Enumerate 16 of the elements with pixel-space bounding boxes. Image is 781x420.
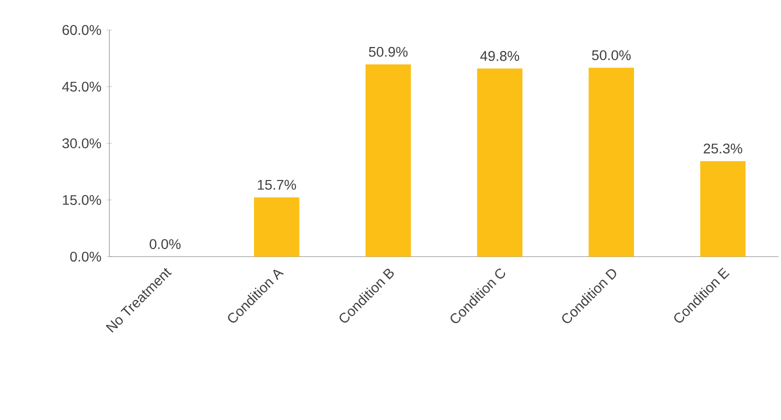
- bar: [366, 64, 411, 257]
- data-label: 49.8%: [480, 51, 520, 61]
- bar: [700, 161, 746, 257]
- y-tick-label: 15.0%: [62, 195, 102, 205]
- y-tick-label: 60.0%: [62, 25, 102, 35]
- data-label: 25.3%: [704, 144, 742, 154]
- y-tick-label: 30.0%: [62, 138, 102, 148]
- data-label: 50.0%: [592, 50, 631, 60]
- bar: [477, 68, 522, 257]
- y-tick-label: 0.0%: [70, 252, 102, 262]
- data-label: 50.9%: [368, 46, 408, 57]
- bar: [254, 197, 300, 257]
- y-tick-label: 45.0%: [62, 82, 102, 92]
- bar: [588, 68, 634, 257]
- data-label: 0.0%: [150, 239, 181, 250]
- data-label: 15.7%: [258, 180, 296, 190]
